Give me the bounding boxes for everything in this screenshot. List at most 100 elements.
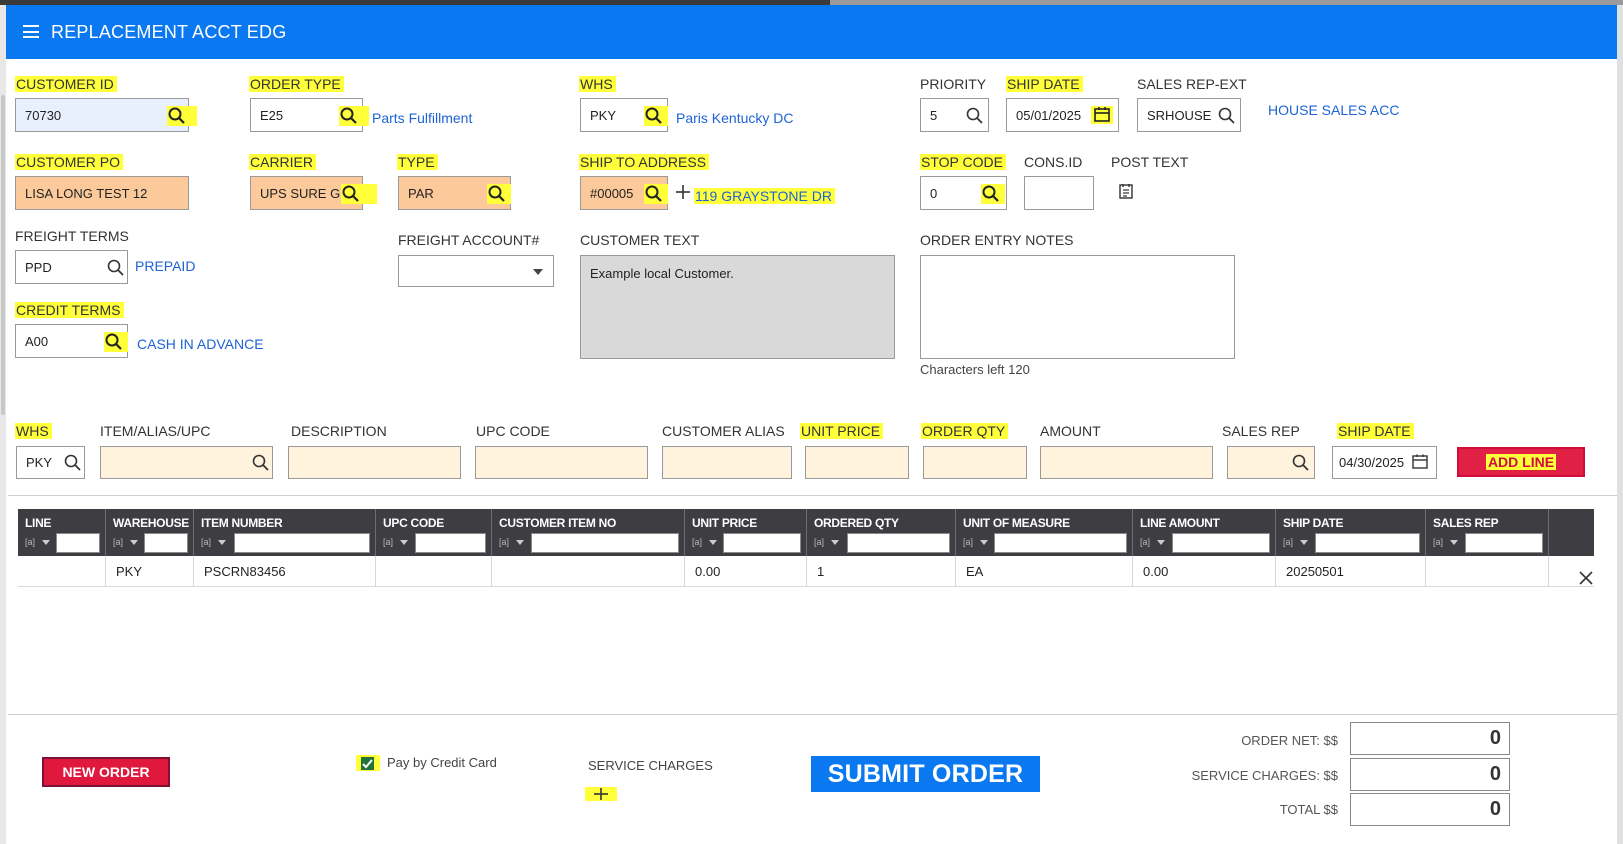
upc-code-field[interactable]	[475, 446, 648, 479]
whs-search-icon[interactable]	[644, 106, 668, 126]
right-scrollbar[interactable]	[1617, 5, 1623, 844]
grid-header: LINE [a] WAREHOUSE [a] ITEM NUMBER [a] UPC COD…	[18, 509, 1594, 556]
column-header[interactable]: LINE AMOUNT [a]	[1133, 509, 1276, 556]
column-filter-input[interactable]	[531, 533, 679, 553]
order-entry-notes-textarea[interactable]	[920, 255, 1235, 359]
sales-rep-ext-search-icon[interactable]	[1217, 106, 1237, 126]
ship-date-field[interactable]: 05/01/2025	[1006, 98, 1119, 132]
customer-id-field[interactable]: 70730	[15, 98, 189, 132]
submit-order-button[interactable]: SUBMIT ORDER	[811, 756, 1040, 792]
filter-type-dropdown[interactable]: [a]	[692, 537, 703, 547]
column-header[interactable]: UPC CODE [a]	[376, 509, 492, 556]
new-order-button[interactable]: NEW ORDER	[42, 757, 170, 787]
column-filter-input[interactable]	[56, 533, 100, 553]
left-scrollbar[interactable]	[0, 5, 6, 844]
priority-field[interactable]: 5	[920, 98, 989, 132]
type-label: TYPE	[397, 153, 438, 171]
column-filter-input[interactable]	[234, 533, 370, 553]
type-search-icon[interactable]	[487, 184, 511, 204]
sales-rep-search-icon[interactable]	[1291, 453, 1311, 473]
item-alias-upc-label: ITEM/ALIAS/UPC	[100, 423, 211, 439]
table-row[interactable]: PKY PSCRN83456 0.00 1 EA 0.00 20250501	[18, 556, 1594, 587]
stop-code-search-icon[interactable]	[981, 184, 1005, 204]
column-filter-input[interactable]	[1465, 533, 1543, 553]
column-header[interactable]: WAREHOUSE [a]	[106, 509, 194, 556]
hamburger-menu-icon[interactable]	[23, 25, 39, 38]
sales-rep-ext-field[interactable]: SRHOUSE	[1137, 98, 1241, 132]
column-filter-input[interactable]	[847, 533, 950, 553]
filter-type-dropdown[interactable]: [a]	[1140, 537, 1151, 547]
add-address-plus-icon[interactable]	[675, 184, 691, 200]
whs-description-link[interactable]: Paris Kentucky DC	[676, 110, 794, 126]
column-header[interactable]: UNIT OF MEASURE [a]	[956, 509, 1133, 556]
customer-id-search-icon[interactable]	[167, 106, 197, 126]
customer-text-label: CUSTOMER TEXT	[580, 232, 700, 248]
line-ship-date-field[interactable]: 04/30/2025	[1332, 446, 1437, 479]
customer-po-field[interactable]: LISA LONG TEST 12	[15, 176, 189, 210]
column-header[interactable]: UNIT PRICE [a]	[685, 509, 807, 556]
table-cell	[492, 556, 685, 587]
filter-type-dropdown[interactable]: [a]	[499, 537, 510, 547]
freight-account-select[interactable]	[398, 255, 554, 287]
freight-terms-description-link[interactable]: PREPAID	[135, 258, 196, 274]
column-filter-input[interactable]	[1315, 533, 1420, 553]
order-qty-field[interactable]	[923, 446, 1027, 479]
chevron-down-icon	[980, 540, 988, 545]
ship-to-address-description-link[interactable]: 119 GRAYSTONE DR	[694, 188, 835, 204]
add-line-button[interactable]: ADD LINE	[1457, 447, 1585, 477]
filter-type-dropdown[interactable]: [a]	[25, 537, 36, 547]
priority-search-icon[interactable]	[965, 106, 985, 126]
column-filter-input[interactable]	[144, 533, 188, 553]
line-whs-search-icon[interactable]	[63, 453, 83, 473]
sales-rep-field[interactable]	[1227, 446, 1315, 479]
filter-type-dropdown[interactable]: [a]	[963, 537, 974, 547]
freight-terms-label: FREIGHT TERMS	[15, 228, 129, 244]
ship-to-address-label: SHIP TO ADDRESS	[579, 153, 710, 171]
column-header[interactable]: ITEM NUMBER [a]	[194, 509, 376, 556]
item-search-icon[interactable]	[251, 453, 271, 473]
column-filter-input[interactable]	[415, 533, 486, 553]
column-header[interactable]: ORDERED QTY [a]	[807, 509, 956, 556]
order-net-label: ORDER NET: $$	[1241, 733, 1338, 748]
post-text-notes-icon[interactable]	[1118, 183, 1134, 199]
item-alias-upc-field[interactable]	[100, 446, 273, 479]
freight-terms-field[interactable]: PPD	[15, 250, 128, 284]
freight-terms-search-icon[interactable]	[106, 258, 126, 278]
credit-terms-search-icon[interactable]	[104, 332, 128, 352]
filter-type-dropdown[interactable]: [a]	[383, 537, 394, 547]
ship-to-address-search-icon[interactable]	[644, 184, 668, 204]
amount-field[interactable]	[1040, 446, 1213, 479]
pay-by-credit-card-label: Pay by Credit Card	[387, 755, 497, 770]
add-service-charge-plus-icon[interactable]	[585, 787, 617, 801]
pay-by-credit-card-checkbox[interactable]	[356, 755, 380, 771]
line-whs-field[interactable]: PKY	[16, 446, 85, 479]
filter-type-dropdown[interactable]: [a]	[201, 537, 212, 547]
description-field[interactable]	[288, 446, 461, 479]
table-cell: PKY	[106, 556, 194, 587]
carrier-search-icon[interactable]	[341, 184, 377, 204]
column-header[interactable]: SALES REP [a]	[1426, 509, 1549, 556]
chevron-down-icon	[400, 540, 408, 545]
column-filter-input[interactable]	[994, 533, 1127, 553]
cons-id-field[interactable]	[1024, 176, 1094, 210]
characters-left-counter: Characters left 120	[920, 362, 1030, 377]
filter-type-dropdown[interactable]: [a]	[1283, 537, 1294, 547]
credit-terms-description-link[interactable]: CASH IN ADVANCE	[137, 336, 264, 352]
unit-price-field[interactable]	[805, 446, 909, 479]
table-cell: 1	[807, 556, 956, 587]
filter-type-dropdown[interactable]: [a]	[1433, 537, 1444, 547]
calendar-icon[interactable]	[1091, 106, 1113, 124]
column-filter-input[interactable]	[1172, 533, 1270, 553]
column-header[interactable]: LINE [a]	[18, 509, 106, 556]
delete-row-close-icon[interactable]	[1578, 570, 1594, 586]
order-type-description-link[interactable]: Parts Fulfillment	[372, 110, 473, 126]
line-calendar-icon[interactable]	[1411, 454, 1429, 470]
column-header[interactable]: CUSTOMER ITEM NO [a]	[492, 509, 685, 556]
order-type-search-icon[interactable]	[339, 106, 369, 126]
sales-rep-ext-description-link[interactable]: HOUSE SALES ACC	[1268, 102, 1400, 118]
column-header[interactable]: SHIP DATE [a]	[1276, 509, 1426, 556]
column-filter-input[interactable]	[723, 533, 801, 553]
customer-alias-field[interactable]	[662, 446, 792, 479]
filter-type-dropdown[interactable]: [a]	[113, 537, 124, 547]
filter-type-dropdown[interactable]: [a]	[814, 537, 825, 547]
